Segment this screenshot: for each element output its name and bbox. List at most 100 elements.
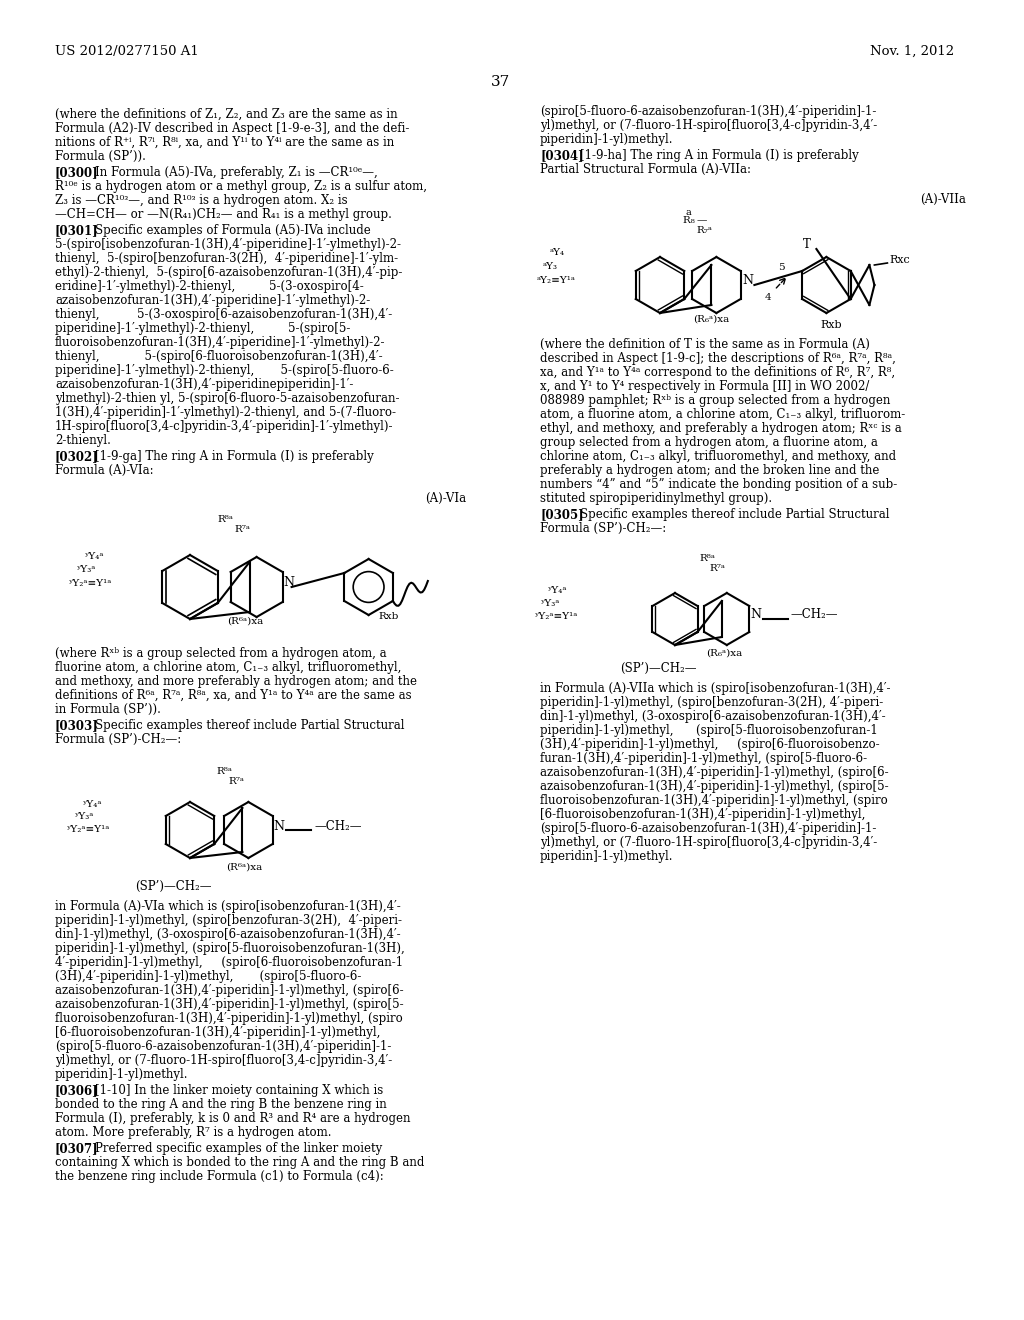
Text: atom. More preferably, R⁷ is a hydrogen atom.: atom. More preferably, R⁷ is a hydrogen … [55,1126,332,1139]
Text: azaisobenzofuran-1(3H),4′-piperidin]-1-yl)methyl, (spiro[6-: azaisobenzofuran-1(3H),4′-piperidin]-1-y… [55,983,403,997]
Text: eridine]-1′-ylmethyl)-2-thienyl,         5-(3-oxospiro[4-: eridine]-1′-ylmethyl)-2-thienyl, 5-(3-ox… [55,280,364,293]
Text: atom, a fluorine atom, a chlorine atom, C₁₋₃ alkyl, trifluorom-: atom, a fluorine atom, a chlorine atom, … [540,408,905,421]
Text: ʸY₂ᵃ≡Y¹ᵃ: ʸY₂ᵃ≡Y¹ᵃ [535,612,579,620]
Text: piperidine]-1′-ylmethyl)-2-thienyl,         5-(spiro[5-: piperidine]-1′-ylmethyl)-2-thienyl, 5-(s… [55,322,350,335]
Text: fluoroisobenzofuran-1(3H),4′-piperidin]-1-yl)methyl, (spiro: fluoroisobenzofuran-1(3H),4′-piperidin]-… [540,795,888,807]
Text: —CH₂—: —CH₂— [314,820,361,833]
Text: Rxb: Rxb [379,612,399,620]
Text: yl)methyl, or (7-fluoro-1H-spiro[fluoro[3,4-c]pyridin-3,4′-: yl)methyl, or (7-fluoro-1H-spiro[fluoro[… [540,119,878,132]
Text: (R₆ᵃ)xa: (R₆ᵃ)xa [706,649,742,657]
Text: piperidin]-1-yl)methyl.: piperidin]-1-yl)methyl. [540,850,674,863]
Text: bonded to the ring A and the ring B the benzene ring in: bonded to the ring A and the ring B the … [55,1098,387,1111]
Text: 2-thienyl.: 2-thienyl. [55,434,111,447]
Text: ʸY₄ᵃ: ʸY₄ᵃ [83,800,102,809]
Text: 4: 4 [765,293,772,301]
Text: [0302]: [0302] [55,450,98,463]
Text: (R⁶ᵃ)xa: (R⁶ᵃ)xa [226,863,262,873]
Text: Formula (SP’)-CH₂—:: Formula (SP’)-CH₂—: [540,521,667,535]
Text: ᵃY₃: ᵃY₃ [543,261,558,271]
Text: Specific examples of Formula (A5)-IVa include: Specific examples of Formula (A5)-IVa in… [95,224,371,238]
Text: [1-10] In the linker moiety containing X which is: [1-10] In the linker moiety containing X… [95,1084,383,1097]
Text: thienyl,  5-(spiro[benzofuran-3(2H),  4′-piperidine]-1′-ylm-: thienyl, 5-(spiro[benzofuran-3(2H), 4′-p… [55,252,398,265]
Text: [0306]: [0306] [55,1084,98,1097]
Text: (where the definitions of Z₁, Z₂, and Z₃ are the same as in: (where the definitions of Z₁, Z₂, and Z₃… [55,108,397,121]
Text: R⁷ᵃ: R⁷ᵃ [709,564,725,573]
Text: definitions of R⁶ᵃ, R⁷ᵃ, R⁸ᵃ, xa, and Y¹ᵃ to Y⁴ᵃ are the same as: definitions of R⁶ᵃ, R⁷ᵃ, R⁸ᵃ, xa, and Y¹… [55,689,412,702]
Text: (where the definition of T is the same as in Formula (A): (where the definition of T is the same a… [540,338,869,351]
Text: din]-1-yl)methyl, (3-oxospiro[6-azaisobenzofuran-1(3H),4′-: din]-1-yl)methyl, (3-oxospiro[6-azaisobe… [540,710,886,723]
Text: Formula (SP’)-CH₂—:: Formula (SP’)-CH₂—: [55,733,181,746]
Text: in Formula (A)-VIa which is (spiro[isobenzofuran-1(3H),4′-: in Formula (A)-VIa which is (spiro[isobe… [55,900,400,913]
Text: 5: 5 [778,263,784,272]
Text: yl)methyl, or (7-fluoro-1H-spiro[fluoro[3,4-c]pyridin-3,4′-: yl)methyl, or (7-fluoro-1H-spiro[fluoro[… [55,1053,392,1067]
Text: piperidin]-1-yl)methyl, (spiro[benzofuran-3(2H), 4′-piperi-: piperidin]-1-yl)methyl, (spiro[benzofura… [540,696,884,709]
Text: Preferred specific examples of the linker moiety: Preferred specific examples of the linke… [95,1142,382,1155]
Text: (SP’)—CH₂—: (SP’)—CH₂— [620,663,696,675]
Text: [6-fluoroisobenzofuran-1(3H),4′-piperidin]-1-yl)methyl,: [6-fluoroisobenzofuran-1(3H),4′-piperidi… [55,1026,380,1039]
Text: described in Aspect [1-9-c]; the descriptions of R⁶ᵃ, R⁷ᵃ, R⁸ᵃ,: described in Aspect [1-9-c]; the descrip… [540,352,896,366]
Text: US 2012/0277150 A1: US 2012/0277150 A1 [55,45,199,58]
Text: 5-(spiro[isobenzofuran-1(3H),4′-piperidine]-1′-ylmethyl)-2-: 5-(spiro[isobenzofuran-1(3H),4′-piperidi… [55,238,401,251]
Text: fluoroisobenzofuran-1(3H),4′-piperidin]-1-yl)methyl, (spiro: fluoroisobenzofuran-1(3H),4′-piperidin]-… [55,1012,402,1026]
Text: 1(3H),4′-piperidin]-1′-ylmethyl)-2-thienyl, and 5-(7-fluoro-: 1(3H),4′-piperidin]-1′-ylmethyl)-2-thien… [55,407,396,418]
Text: R⁷ᵃ: R⁷ᵃ [234,525,250,535]
Text: ʸY₃ᵃ: ʸY₃ᵃ [77,565,96,574]
Text: R⁸ᵃ: R⁸ᵃ [217,515,233,524]
Text: ʸY₂ᵃ≡Y¹ᵃ: ʸY₂ᵃ≡Y¹ᵃ [69,579,113,587]
Text: [0303]: [0303] [55,719,98,733]
Text: ʸY₄ᵃ: ʸY₄ᵃ [548,586,567,595]
Text: thienyl,            5-(spiro[6-fluoroisobenzofuran-1(3H),4′-: thienyl, 5-(spiro[6-fluoroisobenzofuran-… [55,350,383,363]
Text: numbers “4” and “5” indicate the bonding position of a sub-: numbers “4” and “5” indicate the bonding… [540,478,897,491]
Text: Formula (SP’)).: Formula (SP’)). [55,150,145,162]
Text: 37: 37 [490,75,510,88]
Text: azaisobenzofuran-1(3H),4′-piperidin]-1-yl)methyl, (spiro[5-: azaisobenzofuran-1(3H),4′-piperidin]-1-y… [540,780,889,793]
Text: [1-9-ga] The ring A in Formula (I) is preferably: [1-9-ga] The ring A in Formula (I) is pr… [95,450,374,463]
Text: R₈ —: R₈ — [683,216,708,224]
Text: [0300]: [0300] [55,166,98,180]
Text: chlorine atom, C₁₋₃ alkyl, trifluoromethyl, and methoxy, and: chlorine atom, C₁₋₃ alkyl, trifluorometh… [540,450,896,463]
Text: (spiro[5-fluoro-6-azaisobenzofuran-1(3H),4′-piperidin]-1-: (spiro[5-fluoro-6-azaisobenzofuran-1(3H)… [540,822,877,836]
Text: fluorine atom, a chlorine atom, C₁₋₃ alkyl, trifluoromethyl,: fluorine atom, a chlorine atom, C₁₋₃ alk… [55,661,401,675]
Text: din]-1-yl)methyl, (3-oxospiro[6-azaisobenzofuran-1(3H),4′-: din]-1-yl)methyl, (3-oxospiro[6-azaisobe… [55,928,400,941]
Text: azaisobenzofuran-1(3H),4′-piperidine]-1′-ylmethyl)-2-: azaisobenzofuran-1(3H),4′-piperidine]-1′… [55,294,371,308]
Text: Specific examples thereof include Partial Structural: Specific examples thereof include Partia… [95,719,404,733]
Text: [0304]: [0304] [540,149,584,162]
Text: (3H),4′-piperidin]-1-yl)methyl,     (spiro[6-fluoroisobenzo-: (3H),4′-piperidin]-1-yl)methyl, (spiro[6… [540,738,880,751]
Text: Rxb: Rxb [820,319,842,330]
Text: in Formula (SP’)).: in Formula (SP’)). [55,704,161,715]
Text: R₇ᵃ: R₇ᵃ [696,226,712,235]
Text: a: a [686,209,692,216]
Text: nitions of R⁺ⁱ, R⁷ⁱ, R⁸ⁱ, xa, and Y¹ⁱ to Y⁴ⁱ are the same as in: nitions of R⁺ⁱ, R⁷ⁱ, R⁸ⁱ, xa, and Y¹ⁱ to… [55,136,394,149]
Text: ʸY₄ᵃ: ʸY₄ᵃ [85,552,104,561]
Text: 4′-piperidin]-1-yl)methyl,     (spiro[6-fluoroisobenzofuran-1: 4′-piperidin]-1-yl)methyl, (spiro[6-fluo… [55,956,403,969]
Text: (R₆ᵃ)xa: (R₆ᵃ)xa [693,315,729,323]
Text: azaisobenzofuran-1(3H),4′-piperidin]-1-yl)methyl, (spiro[5-: azaisobenzofuran-1(3H),4′-piperidin]-1-y… [55,998,403,1011]
Text: ʸY₃ᵃ: ʸY₃ᵃ [541,599,560,609]
Text: (spiro[5-fluoro-6-azaisobenzofuran-1(3H),4′-piperidin]-1-: (spiro[5-fluoro-6-azaisobenzofuran-1(3H)… [55,1040,391,1053]
Text: (SP’)—CH₂—: (SP’)—CH₂— [135,880,212,894]
Text: azaisobenzofuran-1(3H),4′-piperidin]-1-yl)methyl, (spiro[6-: azaisobenzofuran-1(3H),4′-piperidin]-1-y… [540,766,889,779]
Text: piperidin]-1-yl)methyl,      (spiro[5-fluoroisobenzofuran-1: piperidin]-1-yl)methyl, (spiro[5-fluoroi… [540,723,878,737]
Text: R⁸ᵃ: R⁸ᵃ [699,554,715,564]
Text: R⁷ᵃ: R⁷ᵃ [228,777,244,785]
Text: (A)-VIIa: (A)-VIIa [920,193,966,206]
Text: —CH₂—: —CH₂— [791,609,839,622]
Text: Formula (A2)-IV described in Aspect [1-9-e-3], and the defi-: Formula (A2)-IV described in Aspect [1-9… [55,121,410,135]
Text: piperidine]-1′-ylmethyl)-2-thienyl,       5-(spiro[5-fluoro-6-: piperidine]-1′-ylmethyl)-2-thienyl, 5-(s… [55,364,394,378]
Text: yl)methyl, or (7-fluoro-1H-spiro[fluoro[3,4-c]pyridin-3,4′-: yl)methyl, or (7-fluoro-1H-spiro[fluoro[… [540,836,878,849]
Text: thienyl,          5-(3-oxospiro[6-azaisobenzofuran-1(3H),4′-: thienyl, 5-(3-oxospiro[6-azaisobenzofura… [55,308,392,321]
Text: fluoroisobenzofuran-1(3H),4′-piperidine]-1′-ylmethyl)-2-: fluoroisobenzofuran-1(3H),4′-piperidine]… [55,337,385,348]
Text: containing X which is bonded to the ring A and the ring B and: containing X which is bonded to the ring… [55,1156,424,1170]
Text: —CH=CH— or —N(R₄₁)CH₂— and R₄₁ is a methyl group.: —CH=CH— or —N(R₄₁)CH₂— and R₄₁ is a meth… [55,209,392,220]
Text: N: N [273,820,284,833]
Text: R⁸ᵃ: R⁸ᵃ [216,767,232,776]
Text: Rxc: Rxc [890,255,910,265]
Text: (A)-VIa: (A)-VIa [425,492,466,506]
Text: T: T [803,238,810,251]
Text: Z₃ is —CR¹⁰ᶟ—, and R¹⁰ᶟ is a hydrogen atom. X₂ is: Z₃ is —CR¹⁰ᶟ—, and R¹⁰ᶟ is a hydrogen at… [55,194,347,207]
Text: Nov. 1, 2012: Nov. 1, 2012 [870,45,954,58]
Text: (where Rˣᵇ is a group selected from a hydrogen atom, a: (where Rˣᵇ is a group selected from a hy… [55,647,387,660]
Text: 1H-spiro[fluoro[3,4-c]pyridin-3,4′-piperidin]-1′-ylmethyl)-: 1H-spiro[fluoro[3,4-c]pyridin-3,4′-piper… [55,420,393,433]
Text: ylmethyl)-2-thien yl, 5-(spiro[6-fluoro-5-azaisobenzofuran-: ylmethyl)-2-thien yl, 5-(spiro[6-fluoro-… [55,392,399,405]
Text: ethyl, and methoxy, and preferably a hydrogen atom; Rˣᶜ is a: ethyl, and methoxy, and preferably a hyd… [540,422,902,436]
